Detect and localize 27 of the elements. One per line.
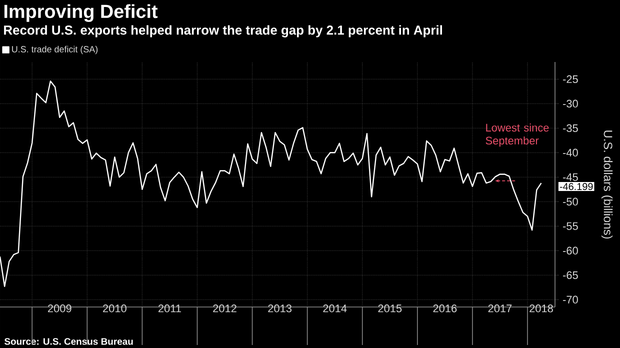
x-tick-label: 2017 — [488, 304, 512, 312]
y-tick-label: -70 — [563, 296, 578, 304]
y-tick-label: -40 — [563, 148, 578, 157]
y-tick-label: -65 — [563, 271, 578, 280]
chart-subtitle: Record U.S. exports helped narrow the trade gap by 2.1 percent in April — [4, 25, 442, 38]
y-tick-label: -35 — [563, 124, 578, 132]
x-tick-label: 2015 — [378, 304, 402, 312]
source-note: Source: U.S. Census Bureau — [4, 338, 133, 345]
y-tick-label: -45 — [563, 173, 578, 181]
x-tick-label: 2011 — [158, 304, 181, 312]
x-tick-label: 2013 — [268, 304, 292, 312]
annotation: Lowest since September — [486, 124, 549, 147]
x-tick-label: 2009 — [48, 304, 72, 312]
y-tick-label: -60 — [563, 246, 578, 255]
data-label: -46.199 — [560, 183, 593, 190]
x-tick-label: 2010 — [103, 304, 126, 312]
legend-label: U.S. trade deficit (SA) — [12, 46, 98, 54]
y-tick-label: -55 — [563, 222, 578, 230]
x-tick-label: 2014 — [323, 304, 347, 312]
chart-title: Improving Deficit — [4, 4, 158, 22]
x-tick-label: 2018 — [530, 304, 553, 312]
y-axis-title: U.S. dollars (billions) — [601, 130, 613, 239]
x-tick-label: 2016 — [433, 304, 457, 312]
y-tick-label: -30 — [563, 100, 578, 108]
x-tick-label: 2012 — [213, 304, 236, 312]
y-tick-label: -25 — [563, 75, 578, 84]
y-tick-label: -50 — [563, 198, 578, 206]
